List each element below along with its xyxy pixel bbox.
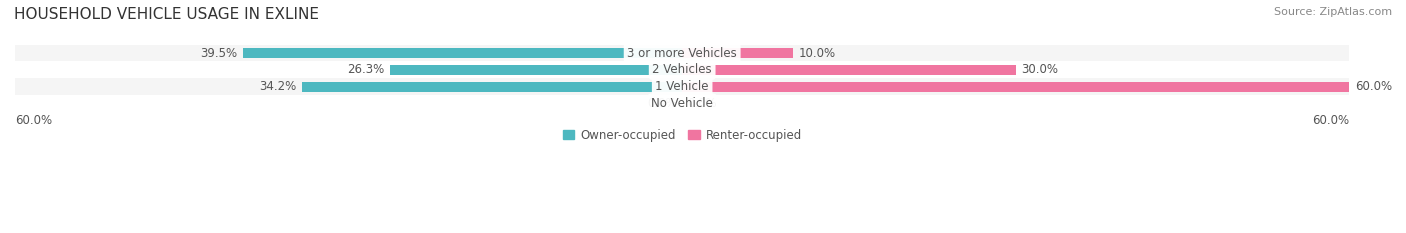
Text: 60.0%: 60.0%: [1312, 114, 1350, 127]
Legend: Owner-occupied, Renter-occupied: Owner-occupied, Renter-occupied: [558, 124, 807, 147]
Text: 0.0%: 0.0%: [688, 97, 717, 110]
Bar: [15, 78, 1350, 95]
Text: 2 Vehicles: 2 Vehicles: [652, 63, 711, 76]
Bar: [389, 65, 682, 75]
Text: HOUSEHOLD VEHICLE USAGE IN EXLINE: HOUSEHOLD VEHICLE USAGE IN EXLINE: [14, 7, 319, 22]
Bar: [15, 45, 1350, 62]
Text: 1 Vehicle: 1 Vehicle: [655, 80, 709, 93]
Bar: [15, 95, 1350, 112]
Text: 34.2%: 34.2%: [259, 80, 297, 93]
Text: 3 or more Vehicles: 3 or more Vehicles: [627, 47, 737, 60]
Text: 26.3%: 26.3%: [347, 63, 384, 76]
Text: No Vehicle: No Vehicle: [651, 97, 713, 110]
Text: 10.0%: 10.0%: [799, 47, 837, 60]
Bar: [682, 48, 793, 58]
Bar: [302, 82, 682, 92]
Text: 60.0%: 60.0%: [1355, 80, 1392, 93]
Text: 30.0%: 30.0%: [1021, 63, 1059, 76]
Bar: [682, 82, 1350, 92]
Text: 60.0%: 60.0%: [15, 114, 52, 127]
Bar: [243, 48, 682, 58]
Text: 39.5%: 39.5%: [200, 47, 238, 60]
Text: Source: ZipAtlas.com: Source: ZipAtlas.com: [1274, 7, 1392, 17]
Text: 0.0%: 0.0%: [647, 97, 676, 110]
Bar: [682, 65, 1015, 75]
Bar: [15, 62, 1350, 78]
